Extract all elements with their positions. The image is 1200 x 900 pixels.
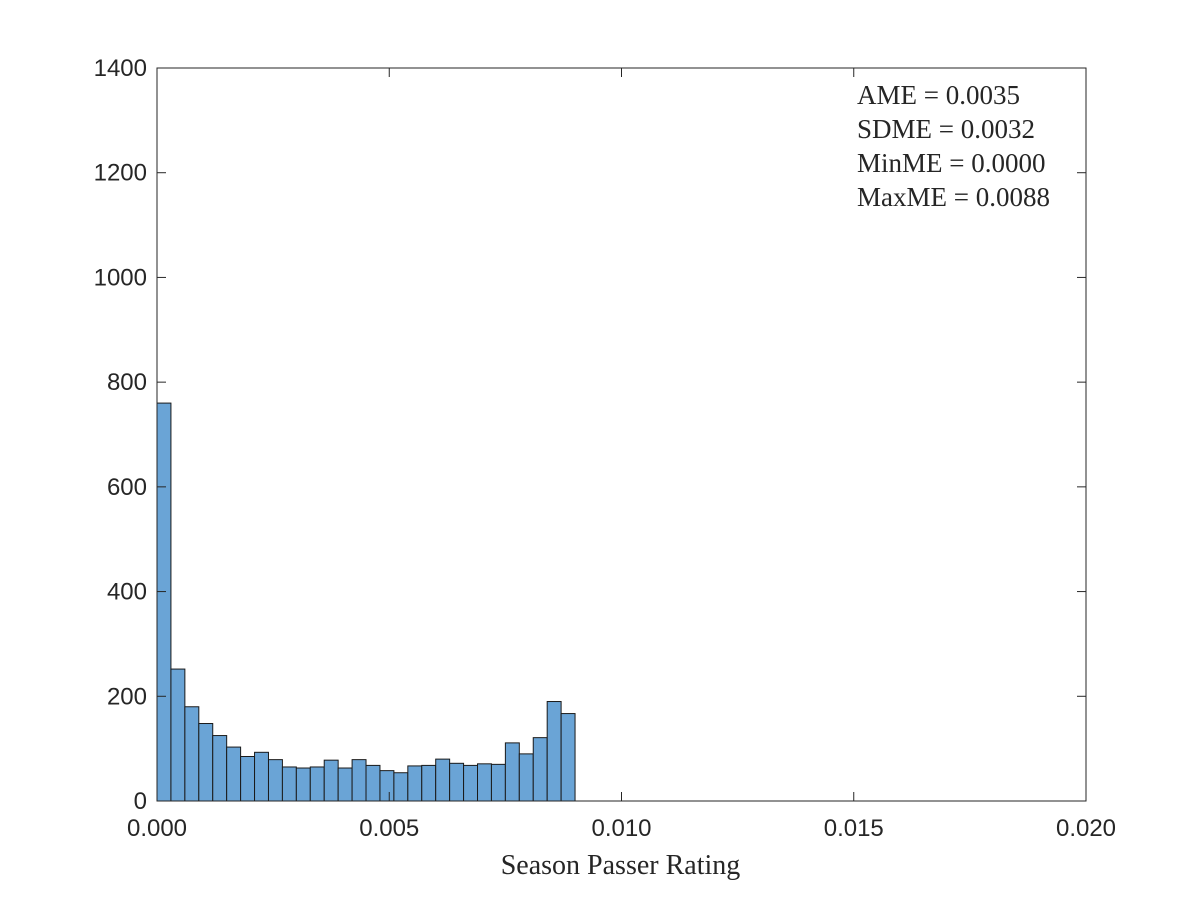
x-tick-label: 0.000 [127, 815, 187, 842]
x-tick-label: 0.020 [1056, 815, 1116, 842]
y-tick-label: 600 [107, 474, 147, 501]
histogram-bar [156, 402, 172, 802]
histogram-bar [490, 763, 506, 802]
histogram-bar [546, 701, 562, 802]
y-tick-label: 0 [134, 788, 147, 815]
stat-maxme: MaxME = 0.0088 [857, 182, 1050, 212]
histogram-bars [156, 402, 576, 802]
y-tick-label: 1000 [94, 264, 147, 291]
histogram-bar [560, 713, 576, 802]
histogram-bar [240, 755, 256, 802]
histogram-bar [337, 767, 353, 802]
x-axis-label: Season Passer Rating [501, 850, 741, 881]
histogram-bar [323, 759, 339, 802]
x-tick-labels: 0.000 0.005 0.010 0.015 0.020 [127, 815, 1116, 842]
histogram-bar [449, 762, 465, 802]
histogram-bar [421, 764, 437, 802]
histogram-bar [407, 765, 423, 802]
histogram-bar [281, 766, 297, 802]
histogram-bar [351, 759, 367, 802]
y-tick-label: 400 [107, 579, 147, 606]
histogram-bar [170, 668, 186, 802]
histogram-bar [254, 751, 269, 802]
histogram-bar [226, 746, 242, 802]
stat-minme: MinME = 0.0000 [857, 148, 1046, 178]
histogram-bar [365, 764, 381, 802]
y-tick-label: 200 [107, 683, 147, 710]
histogram-bar [379, 770, 395, 802]
x-tick-label: 0.005 [359, 815, 419, 842]
histogram-bar [518, 753, 534, 802]
histogram-bar [309, 766, 325, 802]
histogram-bar [212, 735, 228, 802]
histogram-bar [463, 764, 479, 802]
histogram-bar [477, 763, 492, 802]
histogram-bar [295, 767, 311, 802]
histogram-bar [267, 759, 283, 802]
stat-sdme: SDME = 0.0032 [857, 114, 1035, 144]
y-tick-label: 1200 [94, 160, 147, 187]
histogram-bar [393, 772, 409, 802]
x-tick-label: 0.015 [824, 815, 884, 842]
y-tick-label: 1400 [94, 55, 147, 82]
stat-ame: AME = 0.0035 [857, 80, 1020, 110]
histogram-bar [504, 742, 520, 802]
y-tick-label: 800 [107, 369, 147, 396]
histogram-bar [198, 723, 214, 802]
histogram-bar [184, 706, 200, 802]
histogram-bar [532, 737, 548, 802]
y-tick-labels: 0 200 400 600 800 1000 1200 1400 [94, 55, 147, 815]
stats-annotation: AME = 0.0035 SDME = 0.0032 MinME = 0.000… [857, 80, 1050, 212]
axis-ticks [156, 67, 1087, 802]
histogram-bar [435, 758, 451, 802]
x-tick-label: 0.010 [591, 815, 651, 842]
